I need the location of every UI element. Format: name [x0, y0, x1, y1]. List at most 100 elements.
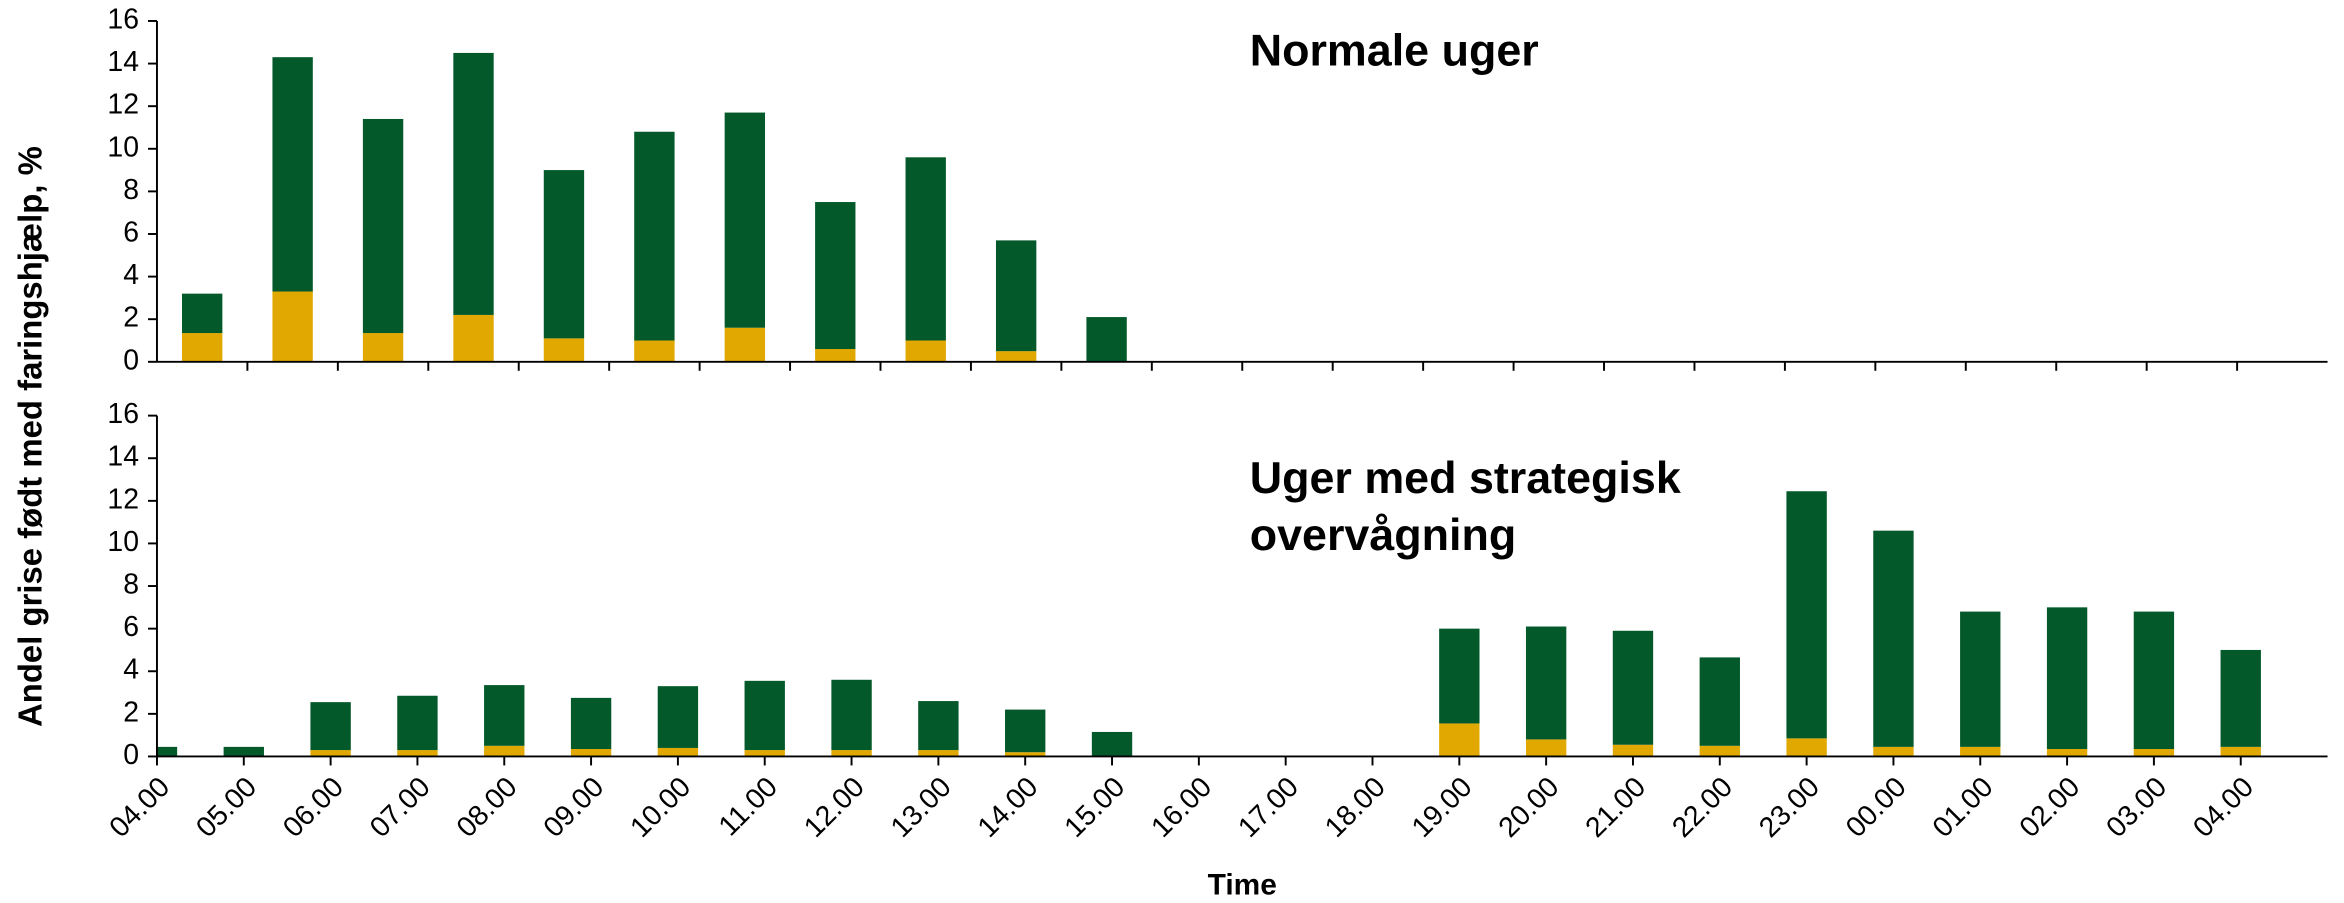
bar-segment [1699, 745, 1740, 757]
x-tick-label: 00.00 [1840, 771, 1913, 844]
bar-segment [918, 750, 959, 757]
x-tick-label: 19.00 [1406, 771, 1479, 844]
bar-segment [182, 333, 223, 362]
bar-segment [995, 240, 1037, 352]
y-tick-label: 12 [107, 89, 139, 121]
bar-segment [272, 57, 313, 292]
bar-segment [995, 351, 1037, 362]
x-tick-label: 22.00 [1666, 771, 1739, 844]
bar-segment [2220, 746, 2261, 757]
bar-segment [1699, 657, 1740, 746]
bar-segment [543, 170, 585, 339]
bar-segment [2133, 611, 2175, 750]
y-tick-label: 0 [123, 739, 139, 771]
y-tick-label: 8 [123, 569, 139, 601]
bar-segment [724, 327, 766, 362]
bar-segment [1960, 611, 2001, 747]
bar-segment [744, 680, 785, 751]
x-tick-label: 10.00 [624, 771, 697, 844]
x-tick-label: 08.00 [451, 771, 524, 844]
y-tick-label: 16 [107, 3, 139, 35]
x-tick-label: 07.00 [364, 771, 437, 844]
y-axis-label: Andel grise født med faringshjælp, % [12, 146, 49, 727]
bar-segment [744, 750, 785, 757]
y-tick-label: 6 [123, 611, 139, 643]
bar-segment [634, 340, 675, 362]
x-tick-label: 21.00 [1579, 771, 1652, 844]
bar-segment [657, 747, 699, 757]
y-tick-label: 6 [123, 216, 139, 248]
bar-segment [2133, 749, 2175, 757]
x-tick-label: 16.00 [1145, 771, 1218, 844]
x-tick-label: 04.00 [103, 771, 176, 844]
bar-segment [397, 695, 438, 751]
chart-title: Normale uger [1250, 25, 1539, 76]
bar-segment [453, 314, 494, 362]
bar-segment [1612, 744, 1654, 757]
y-tick-label: 10 [107, 131, 139, 163]
bar-segment [1525, 626, 1567, 740]
bar-segment [815, 202, 856, 350]
bar-segment [634, 131, 675, 341]
y-tick-label: 8 [123, 174, 139, 206]
y-tick-label: 4 [123, 654, 139, 686]
bar-segment [918, 701, 959, 751]
y-tick-label: 14 [107, 441, 139, 473]
bar-segment [724, 112, 766, 328]
bar-segment [570, 749, 612, 757]
x-tick-label: 15.00 [1058, 771, 1131, 844]
bar-segment [484, 745, 525, 757]
bar-segment [362, 333, 404, 362]
bar-segment [1525, 739, 1567, 757]
x-tick-label: 03.00 [2100, 771, 2173, 844]
bar-segment [1086, 317, 1127, 362]
bar-segment [362, 118, 404, 334]
bar-segment [657, 686, 699, 748]
x-tick-label: 23.00 [1753, 771, 1826, 844]
bar-segment [310, 702, 351, 751]
y-tick-label: 2 [123, 302, 139, 334]
bar-segment [831, 750, 872, 757]
x-axis-label: Time [1208, 868, 1277, 901]
y-tick-label: 14 [107, 46, 139, 78]
bar-segment [543, 338, 585, 362]
chart-title: Uger med strategisk [1250, 452, 1681, 503]
x-tick-label: 20.00 [1493, 771, 1566, 844]
chart-title: overvågning [1250, 509, 1517, 560]
x-tick-label: 17.00 [1232, 771, 1305, 844]
bar-segment [2046, 749, 2088, 757]
bar-segment [1612, 630, 1654, 745]
bar-segment [2220, 649, 2261, 747]
bar-segment [1873, 530, 1914, 747]
bar-segment [570, 697, 612, 750]
bar-segment [1439, 628, 1480, 724]
bar-segment [397, 750, 438, 757]
bar-segment [1005, 709, 1046, 753]
bar-segment [272, 291, 313, 362]
bar-segment [1960, 746, 2001, 757]
bar-segment [905, 340, 946, 362]
y-tick-label: 12 [107, 483, 139, 515]
x-tick-label: 02.00 [2013, 771, 2086, 844]
y-tick-label: 0 [123, 344, 139, 376]
bar-segment [310, 750, 351, 757]
x-tick-label: 05.00 [190, 771, 263, 844]
bar-segment [815, 349, 856, 362]
bar-segment [1873, 746, 1914, 757]
bar-segment [2046, 607, 2088, 750]
bar-segment [1786, 491, 1827, 739]
bar-segment [1005, 752, 1046, 757]
y-tick-label: 10 [107, 526, 139, 558]
x-tick-label: 14.00 [972, 771, 1045, 844]
bar-segment [182, 293, 223, 334]
x-tick-label: 09.00 [537, 771, 610, 844]
x-tick-label: 04.00 [2187, 771, 2260, 844]
x-tick-label: 11.00 [713, 771, 784, 842]
y-tick-label: 4 [123, 259, 139, 291]
x-tick-label: 12.00 [798, 771, 871, 844]
bar-segment [484, 685, 525, 746]
bar-segment [156, 746, 178, 757]
x-tick-label: 06.00 [277, 771, 350, 844]
bar-segment [905, 157, 946, 341]
